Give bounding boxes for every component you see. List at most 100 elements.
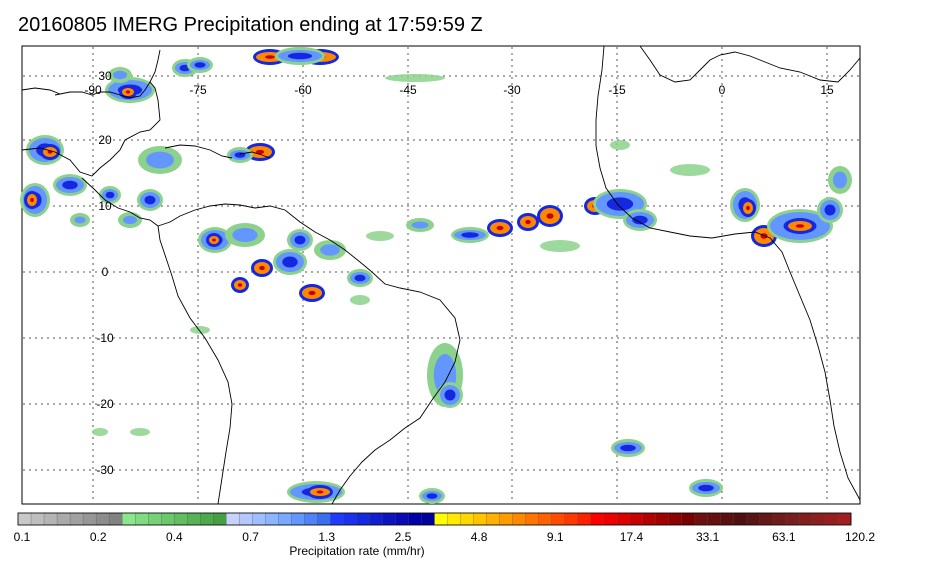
colorbar-tick-label: 0.7: [242, 530, 259, 544]
longitude-label: 15: [820, 83, 834, 97]
colorbar-segment: [30, 512, 45, 526]
precip-cell-light: [385, 74, 445, 82]
latitude-label: -10: [96, 331, 114, 345]
colorbar-segment: [785, 512, 800, 526]
precip-cell-moderate: [320, 244, 340, 256]
map-title: 20160805 IMERG Precipitation ending at 1…: [18, 14, 483, 36]
precip-cell-moderate: [232, 228, 258, 242]
colorbar-segment: [108, 512, 123, 526]
precip-cell-extreme: [795, 224, 805, 228]
precip-cell-heavy: [105, 191, 115, 199]
precip-cell-heavy: [620, 444, 636, 452]
colorbar-tick-label: 33.1: [695, 530, 720, 544]
coastline-cuba: [164, 144, 233, 159]
colorbar-segment: [837, 512, 852, 526]
colorbar-segment: [512, 512, 527, 526]
latitude-label: -30: [96, 463, 114, 477]
colorbar-segment: [174, 512, 188, 526]
colorbar-segment: [564, 512, 579, 526]
precip-cell-extreme: [746, 205, 750, 211]
colorbar-tick-label: 0.4: [166, 530, 183, 544]
colorbar-segment: [772, 512, 787, 526]
precip-cell-moderate: [74, 216, 86, 224]
colorbar-segment: [265, 512, 279, 526]
latitude-label: 0: [102, 265, 109, 279]
latitude-label: 10: [98, 199, 112, 213]
colorbar-segment: [811, 512, 826, 526]
longitude-label: -60: [294, 83, 312, 97]
precip-cell-extreme: [237, 283, 243, 287]
precip-cell-light: [350, 295, 370, 305]
colorbar-tick-label: 120.2: [844, 530, 876, 544]
colorbar-segment: [330, 512, 344, 526]
colorbar-segment: [720, 512, 735, 526]
colorbar-segment: [525, 512, 540, 526]
precip-cell-light: [130, 428, 150, 436]
precip-cell-heavy: [294, 235, 306, 245]
colorbar-segment: [134, 512, 149, 526]
colorbar-segment: [304, 512, 318, 526]
colorbar-segment: [759, 512, 774, 526]
colorbar-segment: [278, 512, 292, 526]
latitude-label: 20: [98, 133, 112, 147]
coastline-gulf-mexico: [21, 87, 61, 95]
colorbar-tick-label: 2.5: [394, 530, 412, 544]
precip-cell-light: [190, 326, 210, 334]
colorbar-segment: [577, 512, 592, 526]
longitude-label: -90: [84, 83, 102, 97]
precip-cell-light: [610, 140, 630, 150]
colorbar-segment: [421, 512, 435, 526]
colorbar-segment: [486, 512, 501, 526]
precip-cell-extreme: [316, 490, 324, 494]
precip-cell-heavy: [461, 232, 479, 238]
precip-cell-extreme: [265, 55, 275, 59]
colorbar-segment: [343, 512, 357, 526]
colorbar-segment: [187, 512, 201, 526]
coastline-north-america: [21, 81, 161, 177]
coastline-central-america: [81, 177, 159, 227]
precip-cell-heavy: [824, 204, 836, 216]
coastline-florida: [149, 49, 161, 83]
coastline-south-america: [157, 203, 461, 505]
precip-cell-extreme: [125, 90, 131, 94]
colorbar-segment: [291, 512, 305, 526]
colorbar-segment: [694, 512, 709, 526]
precipitation-cells: [20, 47, 852, 504]
precip-cell-extreme: [308, 290, 316, 296]
precip-cell-extreme: [30, 197, 34, 203]
coastline-africa-west: [595, 45, 861, 501]
coastlines: [21, 45, 861, 505]
coastline-hispaniola: [239, 151, 271, 159]
precip-cell-extreme: [212, 238, 216, 242]
precip-cell-heavy: [144, 195, 156, 205]
precip-cell-extreme: [259, 265, 265, 271]
colorbar-title: Precipitation rate (mm/hr): [289, 544, 425, 558]
colorbar-segment: [707, 512, 722, 526]
precip-cell-heavy: [698, 484, 714, 492]
colorbar-segment: [538, 512, 553, 526]
colorbar-segment: [668, 512, 683, 526]
colorbar-segment: [499, 512, 514, 526]
colorbar-tick-label: 0.2: [89, 530, 107, 544]
colorbar-tick-label: 17.4: [619, 530, 644, 544]
precip-cell-heavy: [606, 197, 634, 211]
colorbar-segment: [603, 512, 618, 526]
precip-cell-light: [366, 231, 394, 241]
precip-cell-extreme: [255, 149, 265, 155]
colorbar-segment: [161, 512, 175, 526]
precip-cell-heavy: [444, 389, 456, 401]
map-frame: [21, 45, 861, 505]
colorbar-segment: [369, 512, 383, 526]
colorbar-segment: [551, 512, 566, 526]
longitude-label: -75: [189, 83, 207, 97]
colorbar-segment: [213, 512, 227, 526]
coastline-mediterranean: [639, 45, 861, 83]
colorbar-segment: [226, 512, 240, 526]
colorbar-segment: [317, 512, 331, 526]
colorbar-tick-label: 63.1: [772, 530, 796, 544]
precip-cell-heavy: [632, 215, 648, 225]
precip-cell-heavy: [287, 52, 313, 60]
precip-cell-extreme: [525, 219, 531, 225]
colorbar-segment: [148, 512, 162, 526]
